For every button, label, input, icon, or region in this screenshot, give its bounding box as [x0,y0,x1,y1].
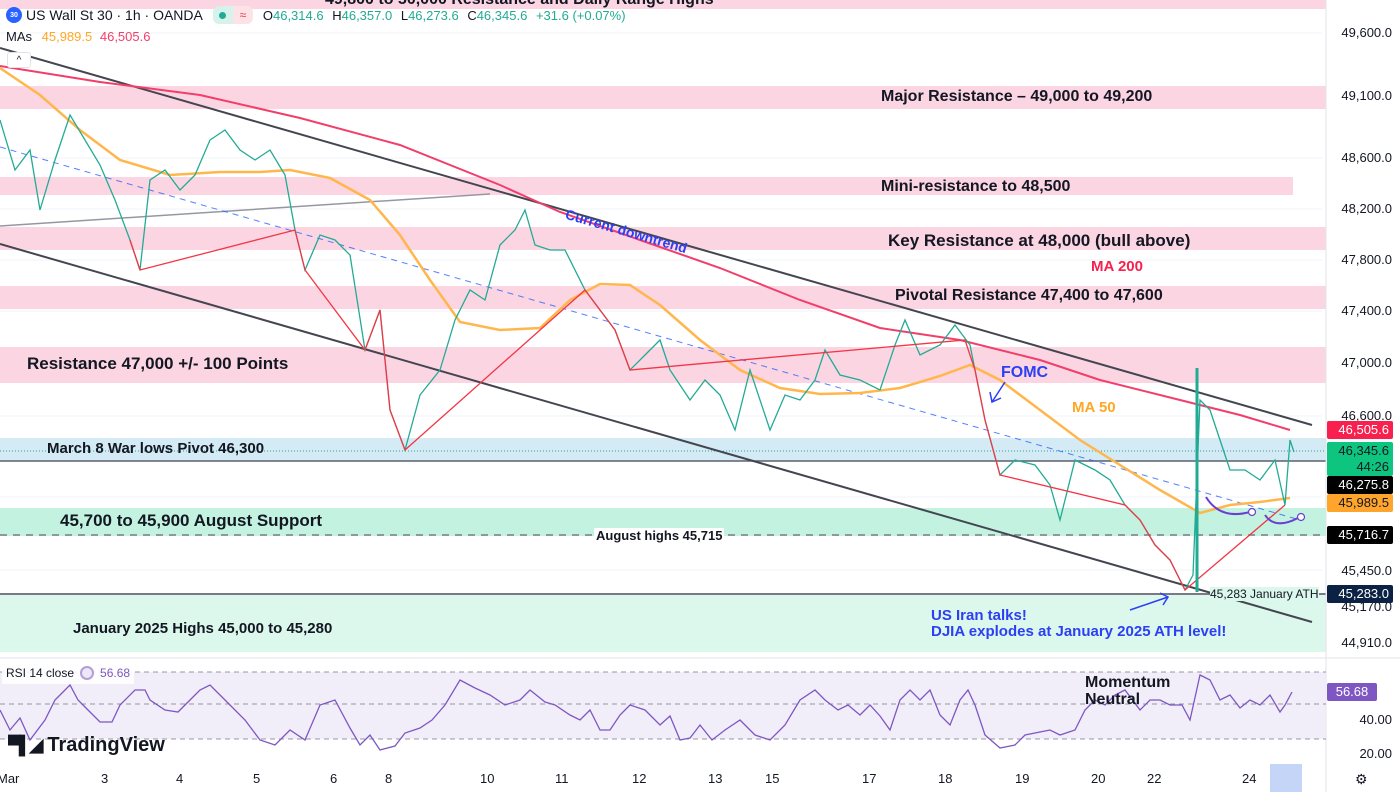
price-line [0,113,1295,592]
zone-label-major-resistance: Major Resistance – 49,000 to 49,200 [881,88,1153,105]
price-tick: 47,400.0 [1341,303,1392,318]
zone-label-august-support: 45,700 to 45,900 August Support [60,511,322,530]
time-range-highlight[interactable] [1270,764,1302,792]
symbol-logo-icon: 30 [6,7,22,23]
time-label: 17 [862,771,877,786]
time-label: 15 [765,771,780,786]
last-price-tag: 46,345.6 44:26 [1327,442,1393,476]
price-tick: 47,000.0 [1341,355,1392,370]
annotation-fomc: FOMC [1001,364,1049,381]
annotation-iran-line1: US Iran talks! [931,607,1027,624]
zone-label-march8-pivot: March 8 War lows Pivot 46,300 [47,440,265,457]
time-label: 24 [1242,771,1257,786]
time-label: 20 [1091,771,1106,786]
annotation-neutral: Neutral [1085,691,1141,708]
time-label: 11 [555,771,569,786]
market-status-pill[interactable]: ≈ [212,6,253,24]
rsi-settings-icon[interactable] [80,666,95,680]
annotation-ma200: MA 200 [1091,258,1143,275]
ma50-value: 45,989.5 [41,29,93,44]
time-label: 12 [632,771,647,786]
august-highs-price-tag: 45,716.7 [1327,526,1393,544]
rsi-line [0,674,1293,751]
tradingview-mark-icon: ▀▌◢ [8,735,43,755]
annotation-ma50: MA 50 [1072,399,1116,416]
collapse-legend-button[interactable]: ^ [7,52,31,68]
price-tick: 48,600.0 [1341,150,1392,165]
annotation-momentum: Momentum [1085,674,1171,691]
rsi-legend[interactable]: RSI 14 close 56.68 [2,662,135,684]
zone-label-august-highs: August highs 45,715 [594,528,725,543]
annotation-iran-line2: DJIA explodes at January 2025 ATH level! [931,623,1227,640]
crosshair-price-tag: 46,275.8 [1327,476,1393,494]
time-label: 22 [1147,771,1162,786]
zone-label-mini-resistance: Mini-resistance to 48,500 [881,178,1071,195]
bar-countdown: 44:26 [1356,459,1389,474]
rsi-tick: 20.00 [1359,746,1392,761]
ma200-price-tag: 46,505.6 [1327,421,1393,439]
price-tick: 47,800.0 [1341,252,1392,267]
price-tick: 49,600.0 [1341,25,1392,40]
zone-label-daily-range-highs: 49,800 to 50,000 Resistance and Daily Ra… [325,0,714,9]
annotation-january-ath: 45,283 January ATH [1210,587,1319,601]
time-label: 4 [176,771,184,786]
symbol-title[interactable]: US Wall St 30 · 1h · OANDA [26,7,203,23]
price-tick: 44,910.0 [1341,635,1392,650]
settings-gear-icon[interactable]: ⚙ [1355,771,1368,787]
ma50-price-tag: 45,989.5 [1327,494,1393,512]
time-label: 6 [330,771,338,786]
ath-price-tag: 45,283.0 [1327,585,1393,603]
rsi-tick: 40.00 [1359,712,1392,727]
time-label: 5 [253,771,261,786]
ohlc-values: O46,314.6 H46,357.0 L46,273.6 C46,345.6 … [262,7,626,23]
time-label: 18 [938,771,953,786]
time-label: 8 [385,771,393,786]
chevron-up-icon: ^ [16,54,22,66]
zones [0,0,1326,652]
price-tick: 49,100.0 [1341,88,1392,103]
zone-label-january-highs: January 2025 Highs 45,000 to 45,280 [73,620,333,637]
zone-label-key-resistance: Key Resistance at 48,000 (bull above) [888,231,1191,250]
market-open-icon [212,6,233,24]
rsi-value: 56.68 [100,666,131,680]
price-tick: 48,200.0 [1341,201,1392,216]
time-label: 3 [101,771,109,786]
ma-legend[interactable]: MAs 45,989.5 46,505.6 [6,29,151,44]
ma200-line [0,65,1291,431]
time-label: 13 [708,771,723,786]
data-delay-icon: ≈ [232,6,253,24]
rsi-price-tag: 56.68 [1327,683,1377,701]
ma50-line [0,66,1291,515]
time-label: Mar [0,771,20,786]
price-tick: 46,600.0 [1341,408,1392,423]
ma200-value: 46,505.6 [99,29,151,44]
symbol-header[interactable]: 30 US Wall St 30 · 1h · OANDA ≈ O46,314.… [6,5,631,25]
zone-label-resistance-47000: Resistance 47,000 +/- 100 Points [27,354,289,373]
zone-label-pivotal-resistance: Pivotal Resistance 47,400 to 47,600 [895,287,1163,304]
time-label: 19 [1015,771,1030,786]
time-label: 10 [480,771,495,786]
tradingview-logo[interactable]: ▀▌◢ TradingView [8,734,165,756]
price-tick: 45,450.0 [1341,563,1392,578]
